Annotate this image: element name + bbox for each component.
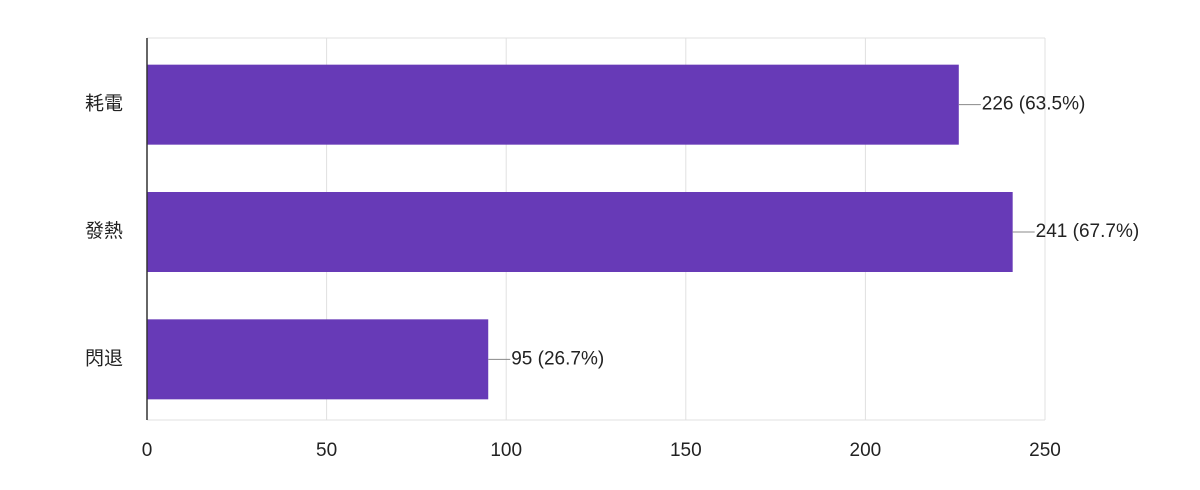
y-tick-label: 閃退 bbox=[85, 347, 123, 369]
value-label: 241 (67.7%) bbox=[1036, 221, 1140, 242]
x-tick-label: 200 bbox=[850, 440, 882, 461]
x-tick-label: 0 bbox=[142, 440, 153, 461]
x-tick-label: 150 bbox=[670, 440, 702, 461]
value-label: 95 (26.7%) bbox=[511, 348, 604, 369]
value-label: 226 (63.5%) bbox=[982, 94, 1086, 115]
x-tick-label: 100 bbox=[490, 440, 522, 461]
bar bbox=[147, 192, 1013, 272]
y-tick-label: 發熱 bbox=[85, 220, 123, 242]
x-tick-label: 50 bbox=[316, 440, 337, 461]
bar bbox=[147, 319, 489, 400]
x-tick-label: 250 bbox=[1029, 440, 1061, 461]
bar bbox=[147, 64, 959, 145]
y-tick-label: 耗電 bbox=[85, 93, 123, 115]
